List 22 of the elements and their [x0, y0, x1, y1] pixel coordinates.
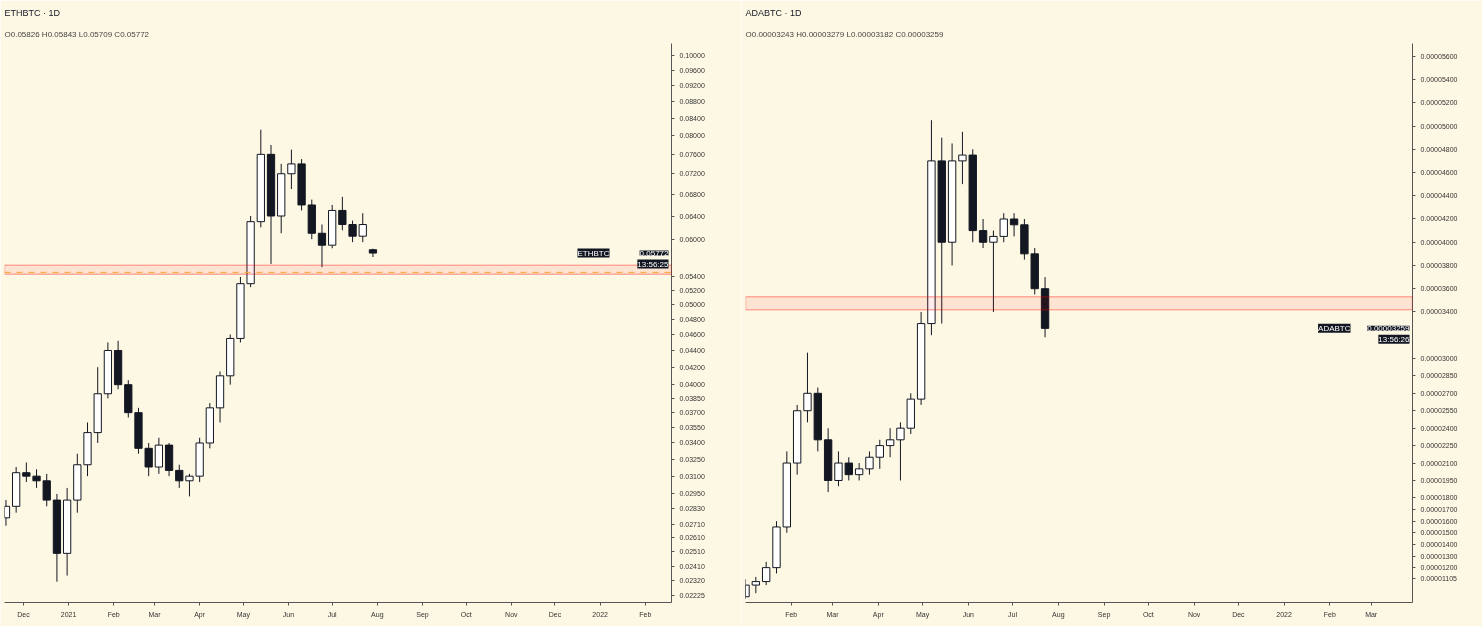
annotation: ETHBTC [577, 248, 610, 258]
annotation: 13:56:26 [1378, 334, 1411, 344]
chart-title: ADABTC · 1D [745, 7, 803, 18]
chart-subtitle: O0.05826 H0.05843 L0.05709 C0.05772 [4, 29, 150, 39]
chart-title: ETHBTC · 1D [4, 7, 61, 18]
candlestick [761, 561, 771, 586]
annotation: ADABTC [1318, 323, 1351, 333]
candlestick [865, 450, 874, 476]
annotation: 0.00003259 [1367, 323, 1411, 333]
candlestick [896, 421, 905, 481]
annotation: 13:56:25 [637, 259, 670, 269]
candlestick [317, 224, 327, 268]
candlestick [885, 427, 895, 458]
candlestick [154, 437, 164, 475]
candlestick [32, 468, 41, 489]
candlestick [1009, 212, 1019, 237]
candlestick [22, 462, 31, 483]
candlestick [854, 462, 864, 481]
candlestick [42, 473, 51, 507]
chart-subtitle: O0.00003243 H0.00003279 L0.00003182 C0.00003259 [745, 29, 945, 39]
candlestick [875, 439, 884, 470]
candlestick [978, 218, 988, 249]
